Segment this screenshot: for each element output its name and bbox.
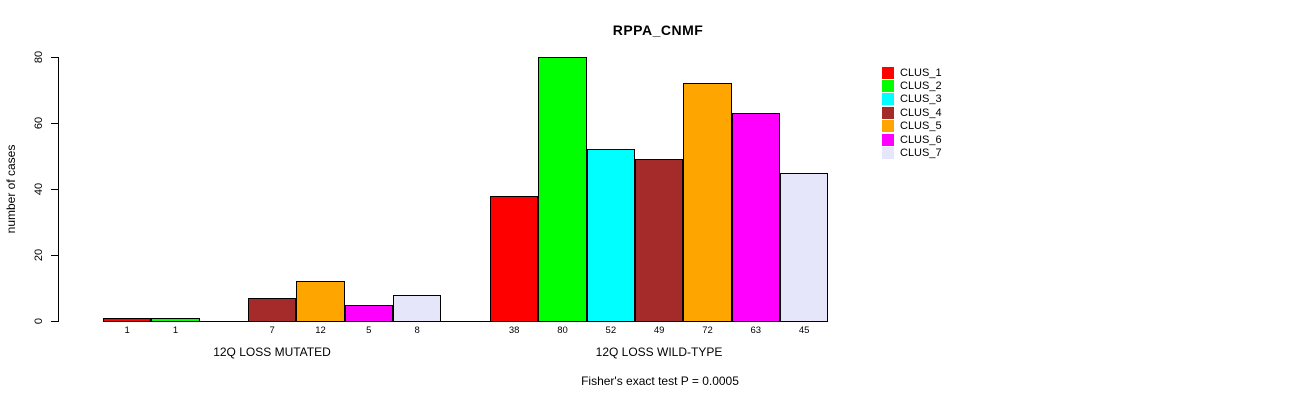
bar-value-label: 45 [798, 325, 810, 336]
legend-label: CLUS_6 [900, 133, 942, 146]
legend-label: CLUS_4 [900, 106, 942, 119]
footer-stat-note: Fisher's exact test P = 0.0005 [581, 374, 739, 388]
bar-clus_5 [683, 83, 732, 322]
legend-item: CLUS_1 [882, 66, 942, 79]
y-axis-label: number of cases [4, 144, 18, 234]
bar-value-label: 8 [414, 325, 420, 336]
legend-label: CLUS_3 [900, 93, 942, 106]
legend-swatch [882, 66, 894, 79]
group-label-mutated: 12Q LOSS MUTATED [213, 345, 331, 359]
legend-item: CLUS_2 [882, 79, 942, 93]
group-label-wild-type: 12Q LOSS WILD-TYPE [595, 345, 723, 359]
bar-clus_4 [634, 159, 684, 322]
legend-swatch [882, 93, 894, 106]
bar-value-label: 1 [172, 325, 179, 336]
bar-clus_5 [296, 281, 345, 322]
bar-value-label: 38 [508, 325, 520, 336]
legend-label: CLUS_1 [900, 66, 942, 79]
bar-value-label: 12 [315, 325, 326, 336]
legend-swatch [882, 147, 894, 160]
bar-value-label: 52 [605, 325, 617, 336]
y-tick [51, 123, 58, 124]
bar-clus_3 [586, 149, 635, 322]
y-tick [51, 255, 58, 256]
bar-value-label: 7 [269, 325, 275, 336]
y-tick-label: 0 [33, 317, 45, 325]
legend-swatch [882, 133, 894, 146]
legend-label: CLUS_2 [900, 80, 942, 93]
bar-clus_1 [490, 195, 539, 322]
legend-item: CLUS_7 [882, 146, 942, 160]
bar-value-label: 72 [702, 325, 713, 336]
y-tick-label: 80 [33, 50, 45, 64]
y-tick-label: 20 [33, 248, 45, 262]
legend: CLUS_1 CLUS_2 CLUS_3 CLUS_4 CLUS_5 CLUS_6 CLUS… [882, 66, 942, 160]
legend-label: CLUS_7 [900, 147, 942, 160]
bar-clus_7 [779, 172, 829, 322]
y-tick [51, 321, 58, 322]
legend-swatch [882, 120, 894, 133]
bar-clus_6 [344, 304, 393, 322]
y-tick-label: 60 [33, 116, 45, 130]
bar-clus_4 [247, 297, 297, 322]
bar-clus_7 [392, 294, 442, 322]
legend-swatch [882, 106, 894, 119]
y-tick [51, 57, 58, 58]
legend-item: CLUS_5 [882, 120, 942, 133]
bar-value-label: 5 [366, 325, 372, 336]
bar-clus_2 [538, 57, 587, 322]
x-baseline [103, 321, 829, 322]
bar-value-label: 1 [124, 325, 130, 336]
bar-value-label: 49 [653, 325, 665, 336]
y-axis-line [58, 57, 59, 322]
legend-swatch [882, 80, 894, 93]
y-tick [51, 189, 58, 190]
bar-value-label: 63 [750, 325, 762, 336]
legend-item: CLUS_4 [882, 106, 942, 119]
chart-title: RPPA_CNMF [612, 22, 704, 38]
legend-item: CLUS_3 [882, 93, 942, 106]
legend-label: CLUS_5 [900, 120, 942, 133]
bar-value-label: 80 [557, 325, 568, 336]
y-tick-label: 40 [33, 182, 45, 196]
legend-item: CLUS_6 [882, 133, 942, 146]
bar-clus_6 [731, 113, 780, 322]
